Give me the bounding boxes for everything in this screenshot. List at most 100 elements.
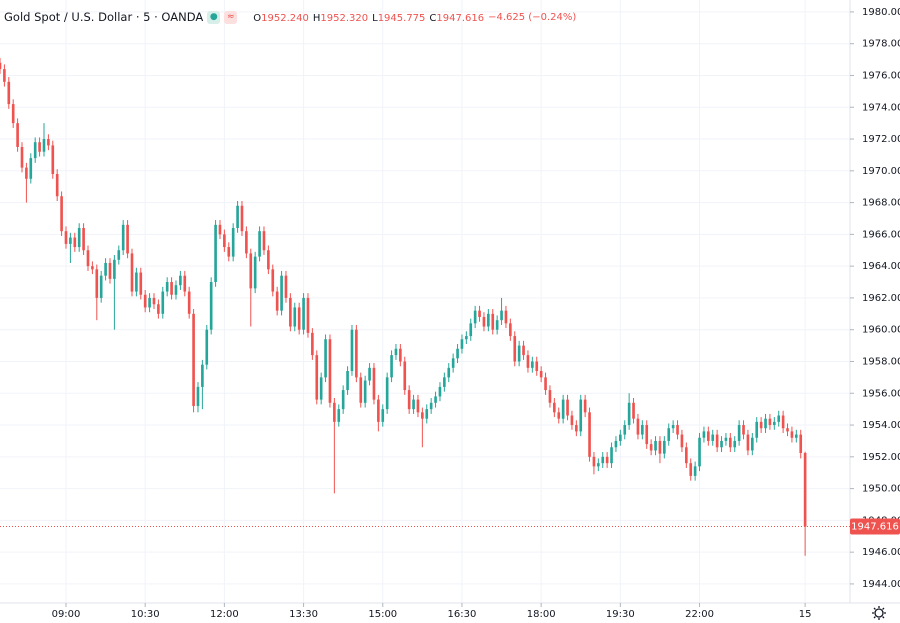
- candle-body: [363, 380, 367, 403]
- settings-icon[interactable]: [872, 606, 886, 620]
- candle-body: [319, 377, 323, 400]
- candle-body: [799, 434, 803, 454]
- ohlc-key: C: [429, 13, 437, 24]
- candle-body: [165, 282, 169, 292]
- symbol-title: Gold Spot / U.S. Dollar · 5 · OANDA: [4, 10, 204, 24]
- x-tick-label: 19:30: [606, 609, 635, 620]
- candle-body: [443, 377, 446, 387]
- candle-body: [671, 425, 675, 429]
- candle-body: [82, 228, 85, 251]
- candle-body: [385, 377, 389, 410]
- candle-body: [289, 297, 292, 327]
- candle-body: [469, 323, 473, 337]
- candle-body: [575, 425, 578, 432]
- x-tick-label: 15: [799, 609, 812, 620]
- candle-body: [38, 142, 41, 152]
- y-tick-label: 1968.000: [862, 198, 900, 209]
- candle-body: [346, 371, 349, 391]
- candle-body: [649, 444, 653, 451]
- candle-body: [64, 231, 68, 244]
- candle-body: [623, 425, 627, 435]
- candle-body: [187, 291, 191, 314]
- candle-body: [689, 463, 693, 476]
- candle-body: [33, 142, 37, 159]
- candle-body: [275, 291, 279, 311]
- candle-body: [491, 313, 495, 330]
- candle-body: [755, 421, 759, 438]
- candle-body: [605, 456, 609, 464]
- candle-body: [143, 294, 147, 308]
- candle-body: [702, 431, 706, 438]
- candle-body: [297, 307, 301, 330]
- candle-body: [135, 272, 138, 292]
- candle-body: [0, 62, 2, 70]
- candle-body: [95, 269, 99, 298]
- candle-body: [121, 224, 125, 251]
- y-tick-label: 1966.000: [862, 229, 900, 240]
- y-tick-label: 1976.000: [862, 70, 900, 81]
- candle-body: [636, 418, 640, 435]
- candle-body: [223, 234, 226, 248]
- candle-body: [29, 158, 33, 179]
- candle-body: [627, 402, 631, 426]
- candle-body: [183, 275, 187, 292]
- candle-body: [157, 304, 160, 314]
- candle-body: [328, 339, 332, 403]
- candle-body: [333, 402, 336, 422]
- x-tick-label: 10:30: [131, 609, 160, 620]
- indicator-toggle[interactable]: ●: [207, 10, 221, 24]
- candle-body: [544, 377, 547, 391]
- y-tick-label: 1972.000: [862, 134, 900, 145]
- x-tick-label: 15:00: [368, 609, 397, 620]
- candle-body: [561, 399, 565, 419]
- grid: [0, 0, 850, 603]
- candle-body: [473, 310, 477, 324]
- candle-body: [733, 440, 737, 448]
- candle-body: [522, 345, 525, 356]
- ohlc-value: 1952.320: [320, 13, 369, 24]
- candle-body: [434, 396, 437, 403]
- candle-body: [438, 386, 442, 397]
- price-change: −4.625 (−0.24%): [488, 11, 577, 23]
- candle-body: [759, 421, 763, 429]
- compare-toggle[interactable]: ≈: [224, 10, 238, 24]
- candle-body: [236, 205, 239, 229]
- candle-body: [86, 250, 90, 267]
- candle-body: [768, 418, 772, 426]
- y-tick-label: 1950.000: [862, 484, 900, 495]
- candle-body: [715, 434, 719, 448]
- candle-body: [315, 355, 319, 400]
- candle-body: [209, 282, 213, 330]
- candle-body: [451, 358, 455, 368]
- candle-body: [359, 377, 363, 403]
- candle-body: [641, 425, 644, 435]
- candle-body: [60, 196, 63, 232]
- y-tick-label: 1958.000: [862, 356, 900, 367]
- candle-body: [47, 139, 50, 146]
- candle-body: [55, 173, 59, 197]
- y-tick-label: 1944.000: [862, 579, 900, 590]
- candle-body: [425, 409, 429, 419]
- candle-body: [579, 399, 583, 432]
- ohlc-value: 1952.240: [261, 13, 309, 24]
- candle-body: [685, 447, 688, 464]
- candle-body: [267, 250, 270, 270]
- candle-body: [192, 313, 195, 406]
- candle-body: [764, 418, 767, 429]
- candle-body: [509, 323, 512, 337]
- candle-body: [381, 409, 385, 422]
- y-tick-label: 1978.000: [862, 39, 900, 50]
- candle-body: [372, 367, 376, 400]
- candle-body: [42, 139, 46, 152]
- candle-body: [720, 440, 723, 448]
- candle-body: [126, 224, 129, 254]
- candle-body: [99, 275, 103, 298]
- candle-body: [77, 228, 81, 248]
- candle-body: [663, 440, 666, 454]
- candle-body: [205, 329, 209, 365]
- candle-body: [597, 463, 600, 467]
- candle-body: [403, 361, 407, 391]
- candle-body: [390, 355, 393, 378]
- candle-body: [504, 310, 508, 324]
